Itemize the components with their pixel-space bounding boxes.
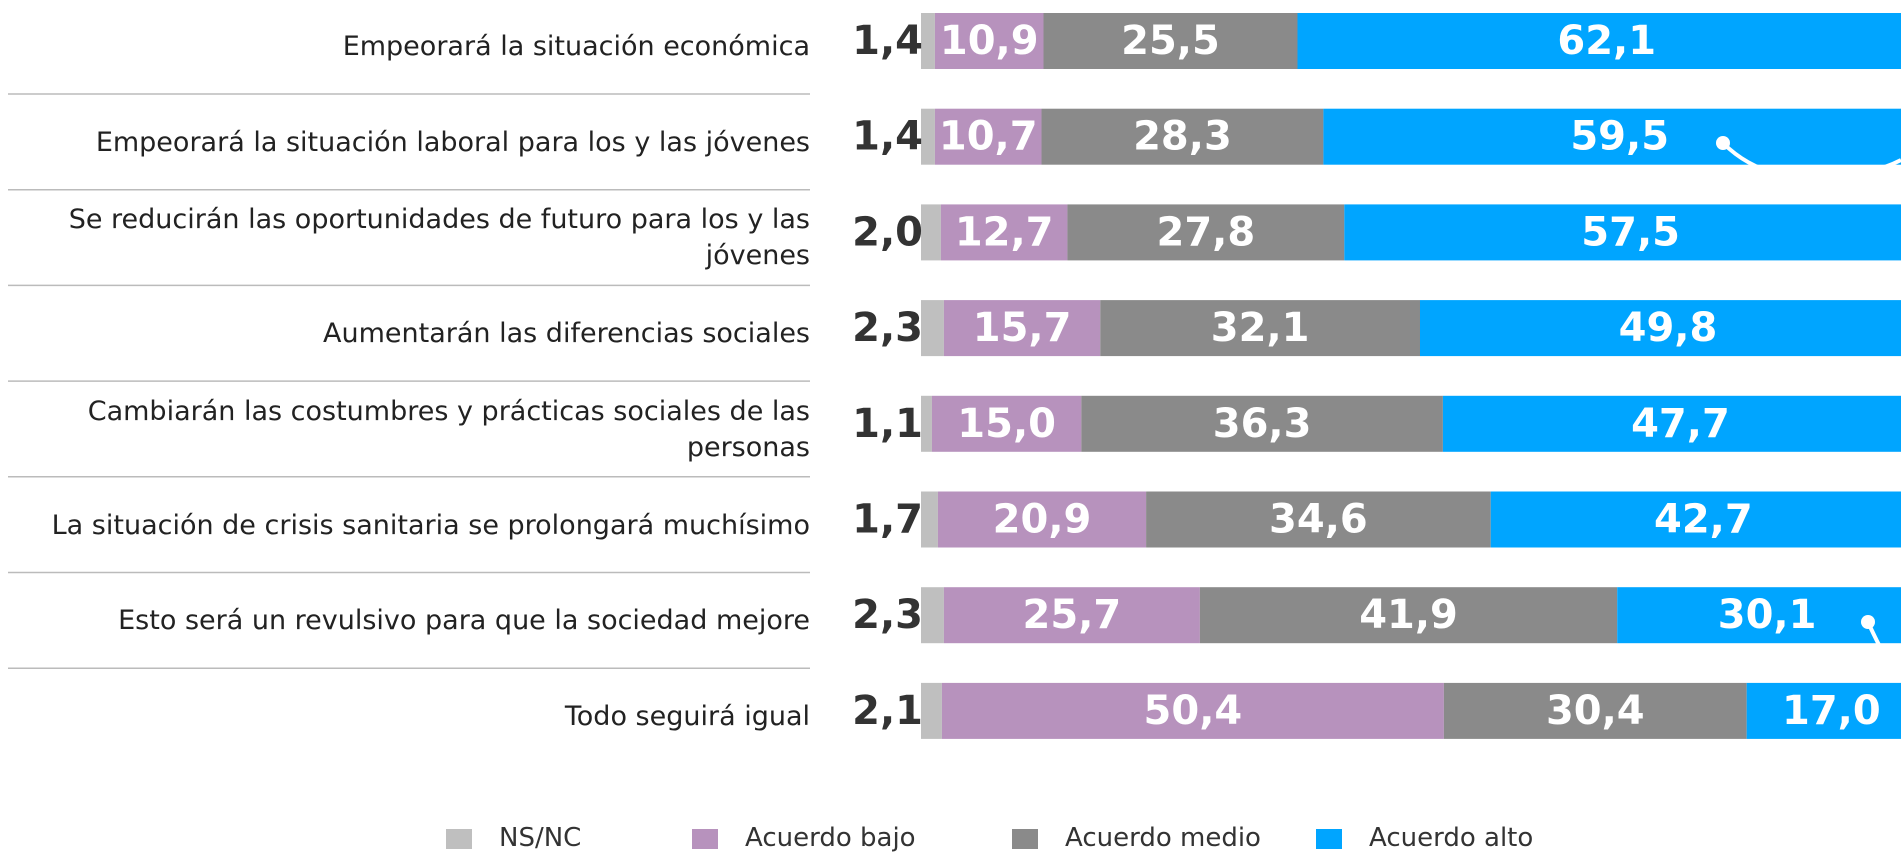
legend-swatch	[1316, 829, 1342, 849]
bar-segment	[1199, 587, 1618, 644]
value-label: 41,9	[1359, 592, 1458, 638]
bar-segment	[1067, 204, 1345, 261]
category-label: Aumentarán las diferencias sociales	[10, 294, 810, 374]
value-label: 2,0	[852, 209, 923, 255]
connector	[1866, 621, 1901, 682]
value-label: 42,7	[1654, 497, 1753, 543]
bars	[921, 13, 1901, 739]
bar-segment	[937, 491, 1147, 548]
value-label: 36,3	[1213, 401, 1312, 447]
bar-segment	[921, 491, 938, 548]
bar-segment	[1323, 108, 1901, 165]
category-text: La situación de crisis sanitaria se prol…	[51, 509, 810, 541]
category-text: Empeorará la situación económica	[342, 31, 810, 62]
legend-label: NS/NC	[499, 823, 581, 853]
value-label: 20,9	[993, 497, 1092, 543]
value-label: 12,7	[955, 209, 1054, 255]
bar-segment	[931, 395, 1082, 452]
value-label: 59,5	[1570, 114, 1669, 160]
bar-segment	[943, 587, 1200, 644]
value-label: 28,3	[1133, 114, 1232, 160]
value-label: 30,4	[1546, 688, 1645, 734]
value-label: 2,3	[852, 592, 923, 638]
bar-segment	[1043, 13, 1298, 69]
category-label: Empeorará la situación laboral para los …	[10, 103, 810, 183]
category-text: Todo seguirá igual	[564, 700, 810, 732]
bar-segment	[1297, 13, 1901, 69]
category-label: Todo seguirá igual	[10, 677, 810, 757]
category-text: Esto será un revulsivo para que la socie…	[118, 605, 810, 637]
category-label: La situación de crisis sanitaria se prol…	[10, 486, 810, 566]
value-label: 30,1	[1718, 592, 1817, 638]
value-label: 47,7	[1631, 401, 1730, 447]
bar-segment	[921, 300, 944, 357]
category-text: Se reducirán las oportunidades de futuro…	[68, 204, 810, 272]
value-label: 34,6	[1269, 497, 1368, 543]
value-label: 1,4	[852, 114, 923, 160]
bar-segment	[921, 682, 942, 739]
bar-segment	[1442, 395, 1901, 452]
bar-segment	[940, 204, 1068, 261]
legend-label: Acuerdo alto	[1369, 823, 1533, 853]
category-label: Esto será un revulsivo para que la socie…	[10, 581, 810, 661]
bar-segment	[934, 108, 1042, 165]
category-label: Se reducirán las oportunidades de futuro…	[10, 198, 810, 278]
bar-segment	[921, 13, 935, 69]
value-label: 15,7	[973, 305, 1072, 351]
value-label: 25,7	[1023, 592, 1122, 638]
legend-swatch	[446, 829, 472, 849]
category-text: Cambiarán las costumbres y prácticas soc…	[87, 395, 810, 463]
connector-dot	[1716, 136, 1730, 150]
legend-swatch	[692, 829, 718, 849]
bar-segment	[921, 204, 941, 261]
bar-segment	[921, 587, 944, 644]
value-label: 25,5	[1121, 18, 1220, 64]
value-label: 49,8	[1619, 305, 1718, 351]
value-label: 10,7	[939, 114, 1038, 160]
annotation-connectors	[1716, 136, 1901, 682]
value-label: 15,0	[957, 401, 1056, 447]
category-label: Cambiarán las costumbres y prácticas soc…	[10, 390, 810, 470]
legend-label: Acuerdo medio	[1065, 823, 1261, 853]
bar-segment	[1617, 587, 1901, 644]
value-label: 50,4	[1144, 688, 1243, 734]
bar-segment	[943, 300, 1101, 357]
connector-dot	[1861, 615, 1875, 629]
bar-segment	[1100, 300, 1420, 357]
bar-segment	[1081, 395, 1443, 452]
value-label: 2,3	[852, 305, 923, 351]
value-label: 27,8	[1157, 209, 1256, 255]
bar-segment	[941, 682, 1444, 739]
value-label: 10,9	[940, 18, 1039, 64]
bar-segment	[921, 108, 935, 165]
bar-segment	[934, 13, 1044, 69]
bar-segment	[1443, 682, 1747, 739]
value-label: 1,1	[852, 401, 923, 447]
legend-label: Acuerdo bajo	[745, 823, 916, 853]
bar-segment	[1146, 491, 1491, 548]
bar-segment	[1344, 204, 1901, 261]
legend-swatch	[1012, 829, 1038, 849]
category-text: Aumentarán las diferencias sociales	[323, 318, 810, 350]
value-label: 62,1	[1557, 18, 1656, 64]
bar-segment	[1746, 682, 1901, 739]
value-label: 1,7	[852, 497, 923, 543]
connector	[1721, 141, 1901, 181]
bar-segment	[1041, 108, 1324, 165]
category-text: Empeorará la situación laboral para los …	[95, 126, 810, 158]
value-label: 1,4	[852, 18, 923, 64]
bar-segment	[921, 395, 932, 452]
bar-segment	[1419, 300, 1901, 357]
value-label: 17,0	[1782, 688, 1881, 734]
value-label: 57,5	[1581, 209, 1680, 255]
category-label: Empeorará la situación económica	[10, 7, 810, 87]
value-label: 2,1	[852, 688, 923, 734]
bar-segment	[1490, 491, 1901, 548]
value-label: 32,1	[1211, 305, 1310, 351]
